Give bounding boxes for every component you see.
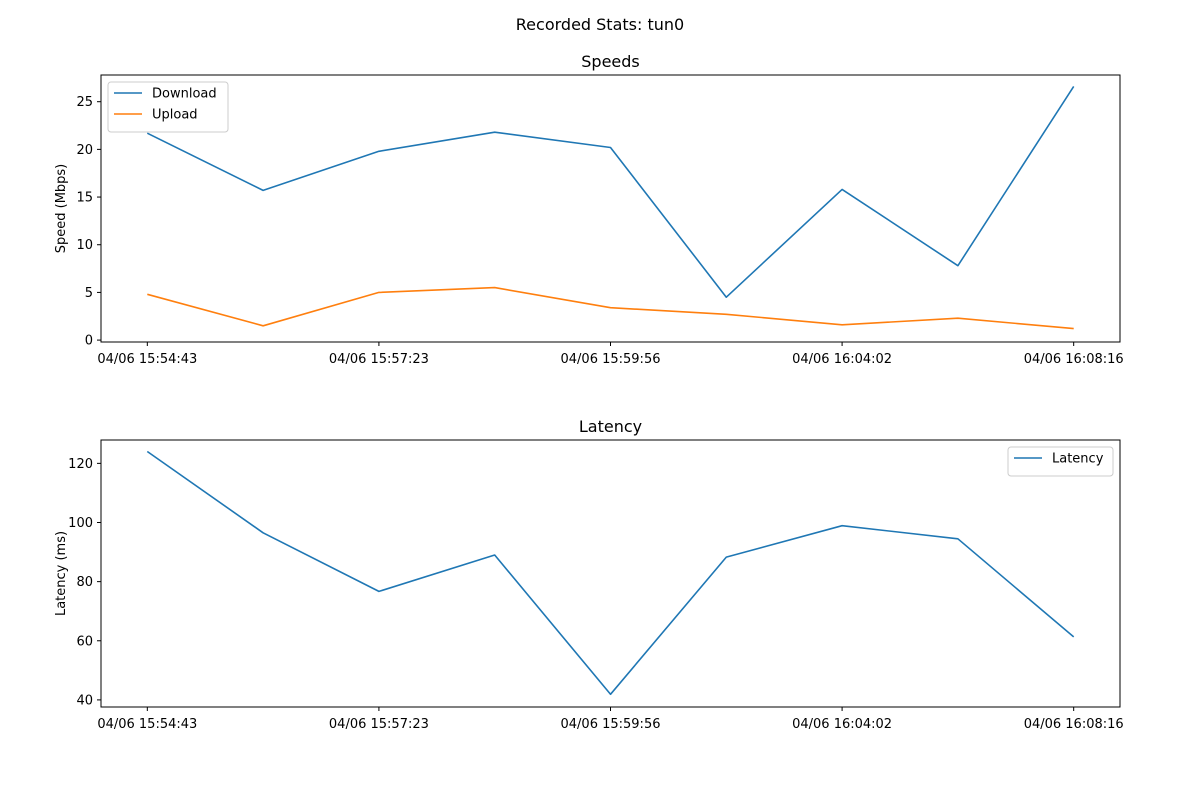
legend-label: Download bbox=[152, 87, 217, 102]
x-tick-label: 04/06 15:59:56 bbox=[561, 352, 661, 367]
figure-title: Recorded Stats: tun0 bbox=[516, 15, 684, 34]
chart-2: Latency Latency (ms) 40 60 80 100 120 04/06 15:… bbox=[54, 417, 1124, 732]
y-tick-label: 80 bbox=[76, 575, 93, 590]
legend-label: Upload bbox=[152, 108, 198, 123]
x-tick-label: 04/06 15:59:56 bbox=[561, 717, 661, 732]
x-tick-label: 04/06 16:08:16 bbox=[1024, 717, 1124, 732]
y-tick-label: 25 bbox=[76, 95, 93, 110]
x-tick-label: 04/06 15:54:43 bbox=[97, 717, 197, 732]
x-tick-label: 04/06 15:54:43 bbox=[97, 352, 197, 367]
legend-box bbox=[107, 81, 229, 133]
axes-frame bbox=[100, 439, 1121, 708]
legend-box bbox=[1007, 446, 1114, 477]
legend-label: Latency bbox=[1052, 452, 1104, 467]
chart-title: Latency bbox=[579, 417, 642, 436]
chart-1: Speeds Speed (Mbps) 0 5 10 15 20 25 04/06 15:54:… bbox=[54, 52, 1124, 367]
chart-title: Speeds bbox=[581, 52, 640, 71]
legend: Latency bbox=[1007, 446, 1114, 477]
series-line-download bbox=[146, 85, 1075, 299]
y-tick-label: 120 bbox=[68, 457, 93, 472]
y-axis-label: Speed (Mbps) bbox=[54, 164, 69, 254]
series-line-upload bbox=[147, 286, 1074, 330]
legend: Download Upload bbox=[107, 81, 229, 133]
y-tick-label: 40 bbox=[76, 693, 93, 708]
y-tick-label: 0 bbox=[85, 334, 93, 349]
axes-frame bbox=[100, 74, 1121, 343]
x-tick-label: 04/06 16:04:02 bbox=[792, 352, 892, 367]
y-tick-label: 20 bbox=[76, 143, 93, 158]
x-tick-label: 04/06 15:57:23 bbox=[329, 352, 429, 367]
x-tick-label: 04/06 16:04:02 bbox=[792, 717, 892, 732]
charts: Speeds Speed (Mbps) 0 5 10 15 20 25 04/06 15:54:… bbox=[54, 52, 1124, 732]
y-axis-label: Latency (ms) bbox=[54, 531, 69, 616]
y-tick-label: 10 bbox=[76, 238, 93, 253]
y-tick-label: 100 bbox=[68, 516, 93, 531]
series-line-latency bbox=[146, 450, 1075, 696]
x-tick-label: 04/06 16:08:16 bbox=[1024, 352, 1124, 367]
y-tick-label: 5 bbox=[85, 286, 93, 301]
y-tick-label: 15 bbox=[76, 191, 93, 206]
y-tick-label: 60 bbox=[76, 634, 93, 649]
x-tick-label: 04/06 15:57:23 bbox=[329, 717, 429, 732]
